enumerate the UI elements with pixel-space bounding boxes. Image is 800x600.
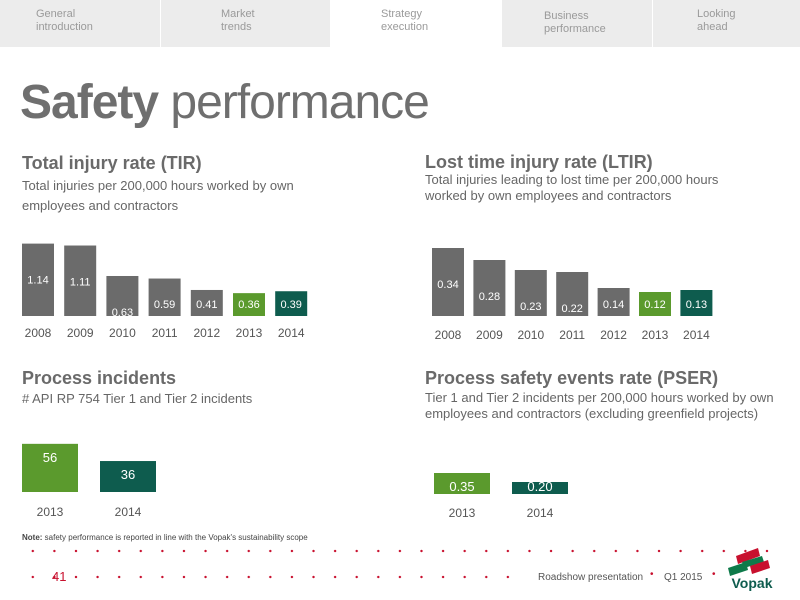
ltir-tick-label-2012: 2012 — [600, 328, 627, 342]
ltir-value-label-2011: 0.22 — [561, 303, 582, 315]
tir-tick-label-2009: 2009 — [67, 326, 94, 340]
tir-bar-2011 — [148, 278, 181, 316]
section-nav: General introduction Market trends Strat… — [0, 0, 800, 47]
pser-value-label-2014: 0.20 — [527, 479, 552, 494]
tir-value-label-2010: 0.63 — [112, 307, 133, 319]
pi-bar-2014 — [100, 461, 156, 492]
tab-looking-ahead[interactable]: Looking ahead — [653, 0, 800, 47]
ltir-value-label-2012: 0.14 — [603, 299, 624, 311]
vopak-flag-icon — [728, 548, 770, 576]
page-title: Safety performance — [20, 75, 430, 131]
tir-tick-label-2010: 2010 — [109, 326, 136, 340]
tir-bar-2009 — [64, 245, 97, 316]
dotted-divider — [22, 549, 782, 553]
tir-value-label-2014: 0.39 — [280, 299, 301, 311]
pi-value-label-2013: 56 — [43, 450, 57, 465]
tir-tick-label-2011: 2011 — [152, 326, 178, 340]
tir-value-label-2009: 1.11 — [70, 277, 91, 289]
ltir-subtitle: Total injuries leading to lost time per … — [425, 172, 719, 203]
ltir-bar-2012 — [597, 288, 630, 316]
tir-bar-2010 — [106, 275, 139, 316]
ltir-bar-2009 — [473, 260, 506, 316]
tir-value-label-2012: 0.41 — [196, 299, 217, 311]
pser-value-label-2013: 0.35 — [449, 479, 474, 494]
pi-heading: Process incidents — [22, 368, 177, 388]
tir-bar-2008 — [22, 243, 54, 316]
tir-bar-2014 — [275, 291, 308, 316]
tir-heading: Total injury rate (TIR) — [22, 153, 202, 173]
ltir-tick-label-2011: 2011 — [559, 328, 585, 342]
ltir-value-label-2013: 0.12 — [644, 299, 665, 311]
tir-bar-2013 — [233, 293, 265, 316]
footer-bullet-2: • — [712, 569, 716, 580]
pser-subtitle: Tier 1 and Tier 2 incidents per 200,000 … — [425, 390, 774, 421]
ltir-bar-2008 — [432, 248, 464, 316]
ltir-bar-2013 — [639, 292, 671, 316]
pser-bar-2014 — [512, 482, 568, 494]
ltir-tick-label-2008: 2008 — [435, 328, 462, 342]
pser-heading: Process safety events rate (PSER) — [425, 368, 719, 388]
footnote-label: Note: — [22, 533, 43, 542]
ltir-tick-label-2013: 2013 — [642, 328, 669, 342]
tab-business-performance[interactable]: Business performance — [502, 0, 653, 47]
tab-market-trends[interactable]: Market trends — [161, 0, 331, 47]
ltir-bar-2010 — [514, 270, 547, 316]
pser-bar-2013 — [434, 473, 490, 494]
pi-bar-2013 — [22, 443, 78, 492]
tir-bar-2012 — [190, 289, 223, 316]
ltir-bar-2014 — [680, 290, 713, 316]
vopak-logo-text: Vopak — [732, 575, 773, 591]
ltir-heading: Lost time injury rate (LTIR) — [425, 152, 653, 172]
tab-strategy-execution[interactable]: Strategy execution — [331, 0, 502, 47]
page-number: 41 — [52, 569, 67, 584]
page-title-bold: Safety — [20, 76, 159, 129]
tir-value-label-2013: 0.36 — [238, 299, 259, 311]
tir-tick-label-2013: 2013 — [236, 326, 263, 340]
tir-tick-label-2012: 2012 — [193, 326, 220, 340]
ltir-tick-label-2010: 2010 — [517, 328, 544, 342]
ltir-value-label-2014: 0.13 — [686, 299, 707, 311]
footnote: Note: safety performance is reported in … — [22, 533, 308, 542]
footer-bullet: • — [650, 569, 654, 580]
ltir-value-label-2010: 0.23 — [520, 301, 541, 313]
tir-tick-label-2008: 2008 — [25, 326, 52, 340]
ltir-bar-2011 — [556, 272, 589, 316]
pser-tick-label-2014: 2014 — [527, 506, 554, 520]
footer-quarter: Q1 2015 — [664, 572, 703, 583]
tir-value-label-2008: 1.14 — [27, 275, 48, 287]
pi-subtitle: # API RP 754 Tier 1 and Tier 2 incidents — [22, 391, 253, 406]
pi-tick-label-2014: 2014 — [115, 505, 142, 519]
footer-presentation: Roadshow presentation — [538, 572, 644, 583]
ltir-tick-label-2009: 2009 — [476, 328, 503, 342]
tir-value-label-2011: 0.59 — [154, 299, 175, 311]
vopak-logo: Vopak — [728, 548, 773, 591]
tab-general-introduction[interactable]: General introduction — [0, 0, 161, 47]
ltir-value-label-2009: 0.28 — [479, 291, 500, 303]
ltir-tick-label-2014: 2014 — [683, 328, 710, 342]
dotted-footer-rule — [22, 575, 522, 579]
ltir-value-label-2008: 0.34 — [437, 279, 458, 291]
pser-tick-label-2013: 2013 — [449, 506, 476, 520]
pi-tick-label-2013: 2013 — [37, 505, 64, 519]
tir-tick-label-2014: 2014 — [278, 326, 305, 340]
pi-value-label-2014: 36 — [121, 467, 135, 482]
tir-subtitle: Total injuries per 200,000 hours worked … — [22, 178, 294, 213]
footnote-text: safety performance is reported in line w… — [42, 533, 308, 542]
page-title-rest: performance — [158, 76, 429, 129]
